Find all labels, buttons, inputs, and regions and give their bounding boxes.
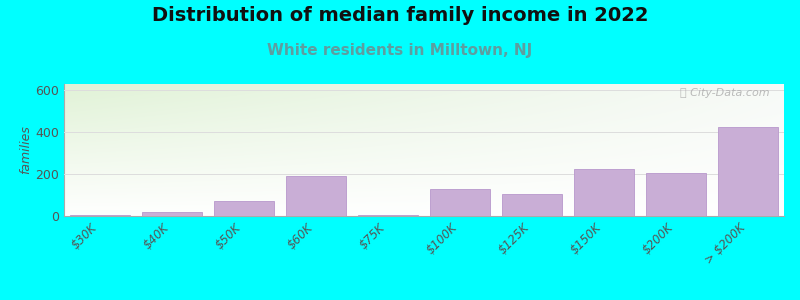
Text: ⓘ City-Data.com: ⓘ City-Data.com [680, 88, 770, 98]
Bar [358, 215, 418, 216]
Bar [646, 173, 706, 216]
Text: White residents in Milltown, NJ: White residents in Milltown, NJ [267, 44, 533, 59]
Bar [502, 194, 562, 216]
Bar [142, 212, 202, 216]
Bar [286, 176, 346, 216]
Text: Distribution of median family income in 2022: Distribution of median family income in … [152, 6, 648, 25]
Bar [214, 201, 274, 216]
Bar [718, 127, 778, 216]
Y-axis label: families: families [19, 126, 33, 174]
Bar [430, 189, 490, 216]
Bar [70, 215, 130, 216]
Bar [574, 169, 634, 216]
